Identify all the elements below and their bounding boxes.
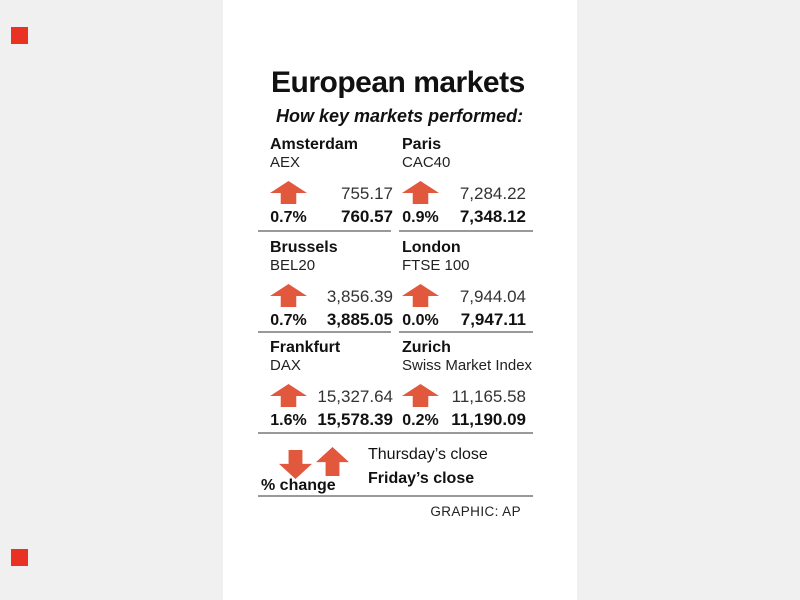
divider-line (258, 230, 391, 232)
up-arrow-icon (402, 384, 439, 407)
percent-change: 0.7% (270, 312, 307, 329)
thursday-close-value: 15,327.64 (317, 387, 393, 406)
market-block-zurich: Zurich Swiss Market Index 0.2% 11,165.58… (402, 339, 533, 430)
percent-change: 1.6% (270, 412, 307, 429)
friday-close-value: 11,190.09 (451, 410, 526, 429)
graphic-credit: GRAPHIC: AP (430, 504, 521, 519)
friday-close-value: 7,947.11 (460, 310, 526, 329)
divider-line (399, 230, 533, 232)
up-arrow-icon (402, 284, 439, 307)
legend-arrows (279, 447, 349, 479)
thursday-close-value: 7,944.04 (459, 287, 526, 306)
down-arrow-icon (279, 450, 312, 479)
divider-line (258, 432, 533, 434)
legend-percent-change-label: % change (261, 477, 336, 494)
legend-thursday-label: Thursday’s close (368, 446, 488, 463)
market-city: Paris (402, 136, 442, 153)
up-arrow-icon (270, 181, 307, 204)
up-arrow-icon (402, 181, 439, 204)
percent-change: 0.7% (270, 209, 307, 226)
percent-change: 0.9% (402, 209, 439, 226)
market-block-brussels: Brussels BEL20 0.7% 3,856.39 3,885.05 (270, 239, 393, 330)
red-square-marker-bottom (11, 549, 28, 566)
market-block-amsterdam: Amsterdam AEX 0.7% 755.17 760.57 (270, 136, 393, 227)
market-index: FTSE 100 (402, 257, 470, 274)
percent-change: 0.2% (402, 412, 439, 429)
thursday-close-value: 755.17 (341, 184, 393, 203)
friday-close-value: 7,348.12 (459, 207, 526, 226)
divider-line (399, 331, 533, 333)
red-square-marker-top (11, 27, 28, 44)
up-arrow-icon (316, 447, 349, 476)
legend-friday-label: Friday’s close (368, 470, 475, 487)
market-block-paris: Paris CAC40 0.9% 7,284.22 7,348.12 (402, 136, 526, 227)
market-city: Zurich (402, 339, 451, 356)
page-title: European markets (271, 66, 525, 99)
up-arrow-icon (270, 284, 307, 307)
thursday-close-value: 11,165.58 (451, 387, 526, 406)
market-index: CAC40 (402, 154, 451, 171)
market-index: Swiss Market Index (402, 357, 533, 374)
up-arrow-icon (270, 384, 307, 407)
divider-line (258, 331, 391, 333)
market-index: AEX (270, 154, 301, 171)
infographic-card: European markets How key markets perform… (223, 0, 577, 600)
market-city: Amsterdam (270, 136, 359, 153)
market-city: London (402, 239, 461, 256)
market-block-frankfurt: Frankfurt DAX 1.6% 15,327.64 15,578.39 (270, 339, 393, 430)
market-index: BEL20 (270, 257, 316, 274)
friday-close-value: 760.57 (341, 207, 393, 226)
percent-change: 0.0% (402, 312, 439, 329)
thursday-close-value: 7,284.22 (459, 184, 526, 203)
divider-line (258, 495, 533, 497)
market-block-london: London FTSE 100 0.0% 7,944.04 7,947.11 (402, 239, 526, 330)
market-index: DAX (270, 357, 301, 374)
market-city: Brussels (270, 239, 338, 256)
friday-close-value: 3,885.05 (326, 310, 393, 329)
thursday-close-value: 3,856.39 (326, 287, 393, 306)
friday-close-value: 15,578.39 (317, 410, 393, 429)
market-city: Frankfurt (270, 339, 341, 356)
page-subtitle: How key markets performed: (276, 106, 524, 126)
